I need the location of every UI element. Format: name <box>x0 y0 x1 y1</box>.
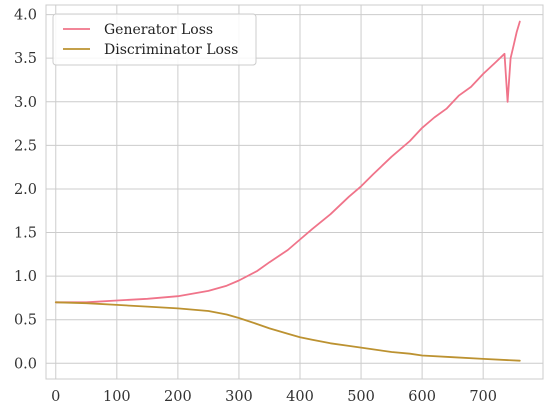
legend-label-discriminator: Discriminator Loss <box>104 42 238 58</box>
x-tick-label: 400 <box>286 389 314 405</box>
x-tick-label: 100 <box>103 389 131 405</box>
discriminator-loss-line <box>54 301 521 362</box>
y-tick-label: 1.0 <box>14 269 37 285</box>
y-tick-label: 4.0 <box>14 8 37 24</box>
x-tick-labels: 0 100 200 300 400 500 600 700 <box>51 389 497 405</box>
y-tick-label: 2.0 <box>14 182 37 198</box>
x-tick-label: 700 <box>469 389 497 405</box>
x-tick-label: 0 <box>51 389 60 405</box>
series-lines <box>54 20 521 362</box>
x-tick-label: 600 <box>408 389 436 405</box>
x-tick-label: 500 <box>347 389 375 405</box>
y-tick-label: 0.5 <box>14 313 37 329</box>
y-tick-label: 3.0 <box>14 95 37 111</box>
legend: Generator Loss Discriminator Loss <box>52 13 257 66</box>
plot-area <box>45 4 544 380</box>
y-tick-label: 0.0 <box>14 356 37 372</box>
x-tick-label: 300 <box>225 389 253 405</box>
legend-box <box>52 13 257 66</box>
y-tick-labels: 0.0 0.5 1.0 1.5 2.0 2.5 3.0 3.5 4.0 <box>14 8 37 373</box>
grid <box>46 5 543 379</box>
generator-loss-line <box>54 20 521 304</box>
y-tick-label: 2.5 <box>14 138 37 154</box>
legend-label-generator: Generator Loss <box>104 22 213 38</box>
y-tick-label: 3.5 <box>14 51 37 67</box>
x-tick-label: 200 <box>164 389 192 405</box>
y-tick-label: 1.5 <box>14 226 37 242</box>
